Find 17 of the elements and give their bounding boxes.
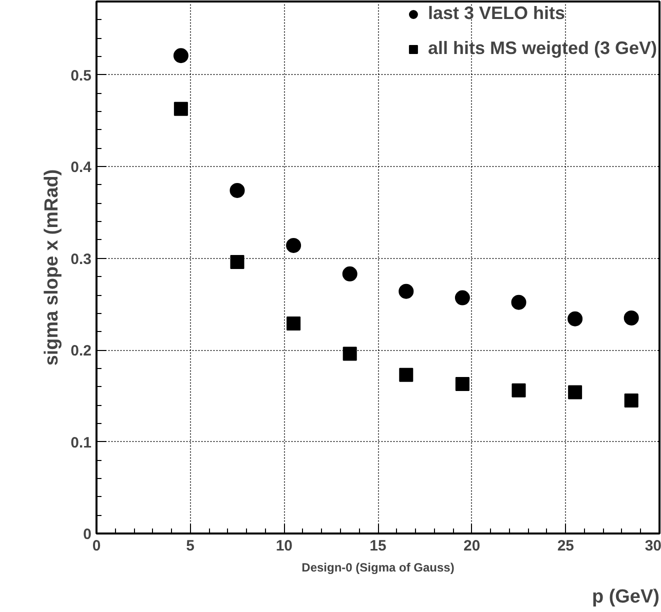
y-tick-label: 0.2 [70,342,92,360]
y-tick-label: 0.5 [70,67,92,84]
y-tick-label: 0.3 [70,250,92,268]
y-tick-label: 0.1 [70,434,92,452]
text: Design-0 (Sigma of Gauss) [302,560,454,574]
y-axis-title: sigma slope x (mRad) [42,169,63,366]
legend-label: last 3 VELO hits [428,3,565,24]
x-tick-label: 10 [276,538,293,554]
legend-label: all hits MS weigted (3 GeV) [428,38,657,59]
y-tick-label: 0.4 [70,159,92,176]
x-tick-label: 15 [370,538,386,554]
x-tick-label: 20 [463,538,480,554]
x-tick-label: 30 [644,538,661,554]
x-tick-label: 25 [557,538,574,554]
x-tick-label: 5 [186,538,195,554]
x-axis-title: p (GeV) [592,586,660,608]
y-tick-label: 0 [83,526,92,543]
